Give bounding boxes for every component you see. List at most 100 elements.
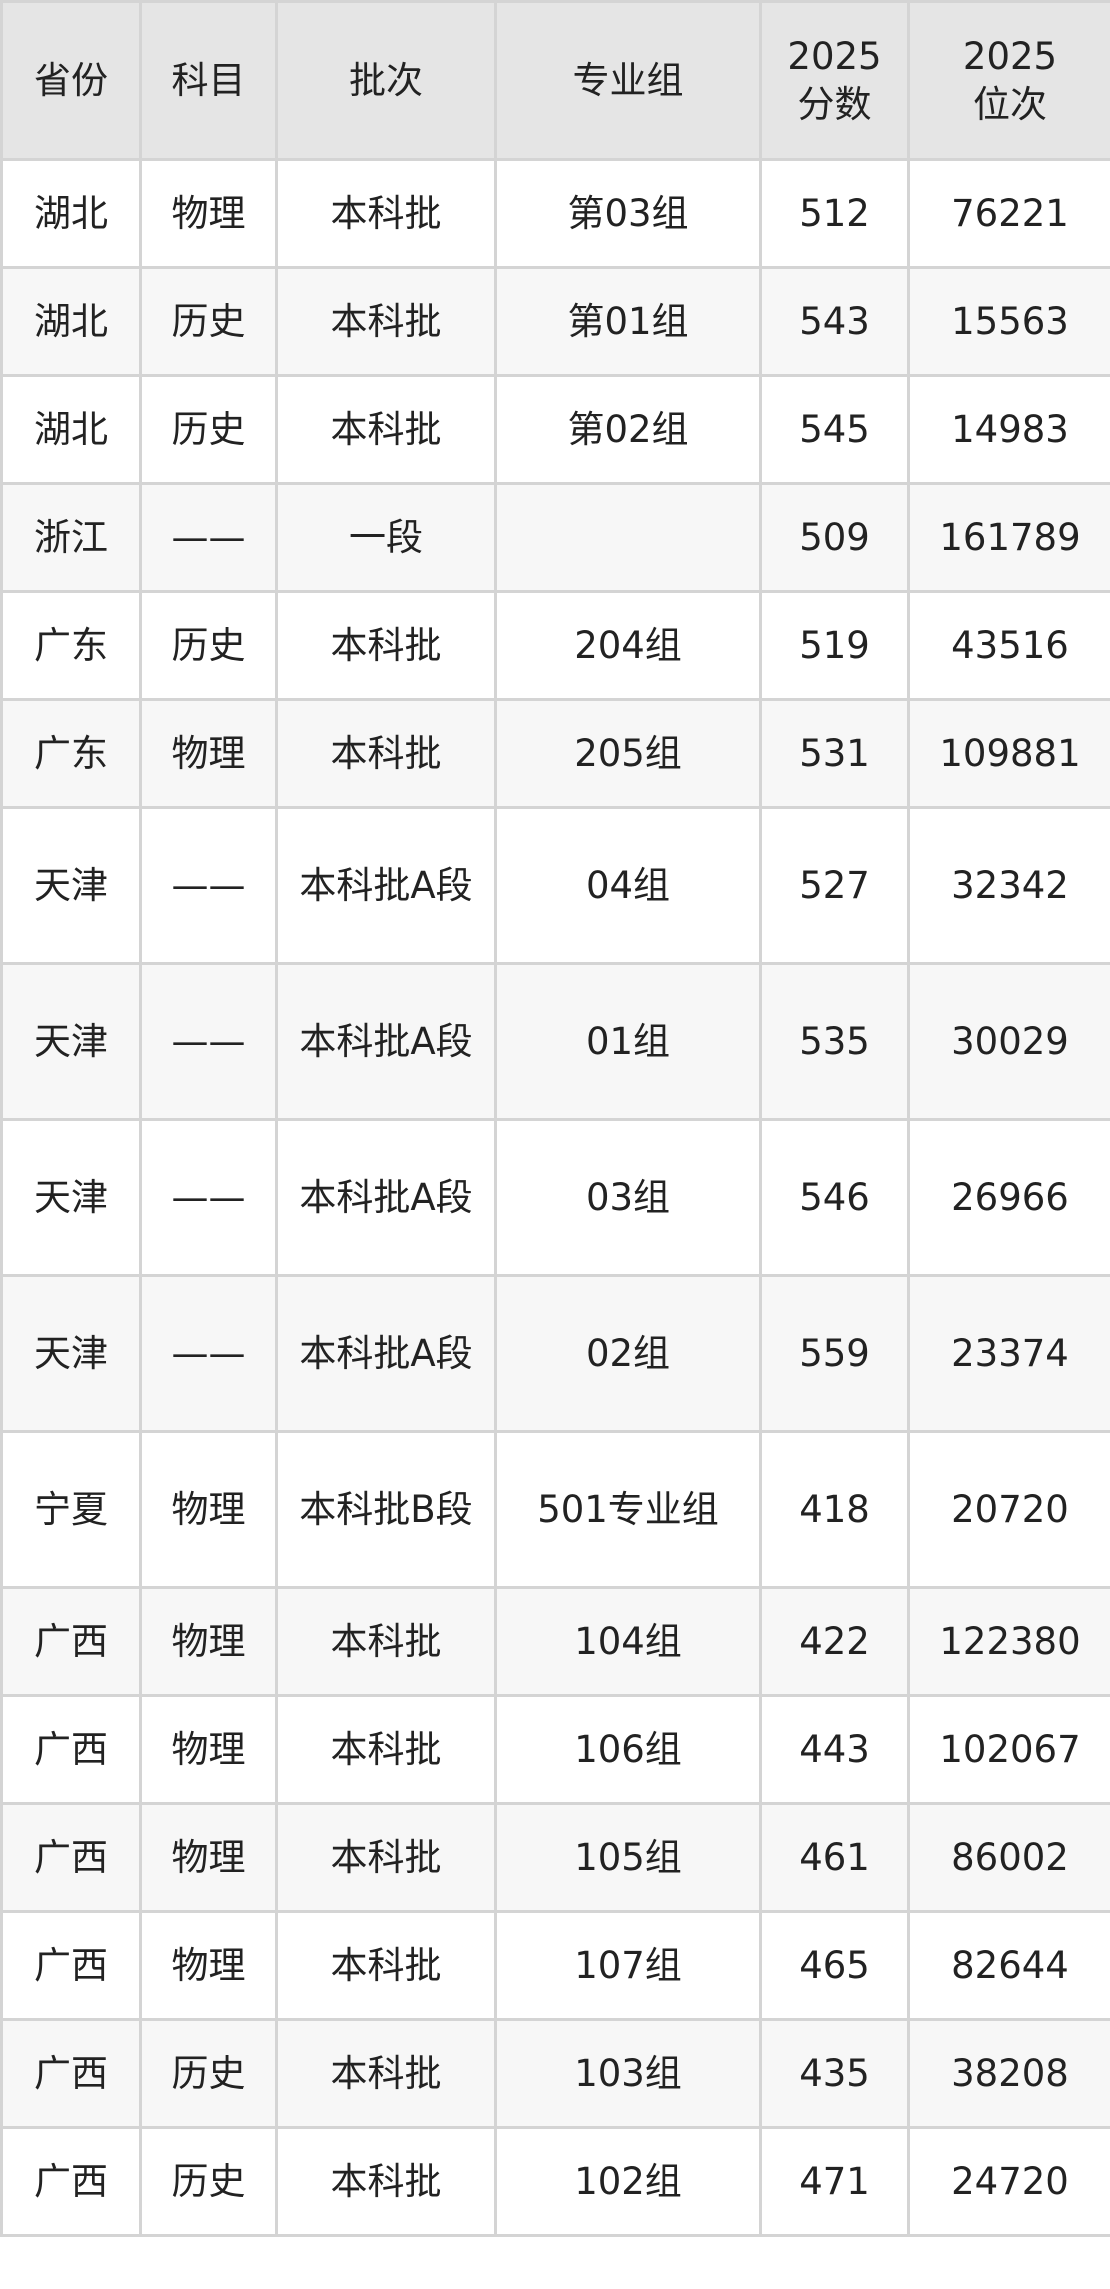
cell-province: 湖北	[0, 374, 142, 485]
cell-score-2025: 435	[759, 2018, 910, 2129]
cell-rank-2025: 20720	[907, 1430, 1110, 1589]
cell-score-2025: 527	[759, 806, 910, 965]
table-row: 天津 —— 本科批A段 04组 527 32342	[0, 806, 1110, 965]
cell-major-group: 103组	[494, 2018, 762, 2129]
cell-score-2025: 443	[759, 1694, 910, 1805]
cell-subject: ——	[139, 1274, 278, 1433]
cell-major-group: 102组	[494, 2126, 762, 2237]
cell-major-group: 第03组	[494, 158, 762, 269]
table-row: 广西 历史 本科批 102组 471 24720	[0, 2126, 1110, 2237]
cell-rank-2025: 23374	[907, 1274, 1110, 1433]
cell-subject: 物理	[139, 158, 278, 269]
cell-score-2025: 543	[759, 266, 910, 377]
cell-subject: 物理	[139, 698, 278, 809]
cell-batch: 本科批A段	[275, 1274, 497, 1433]
cell-major-group: 106组	[494, 1694, 762, 1805]
cell-province: 广西	[0, 2126, 142, 2237]
cell-major-group: 205组	[494, 698, 762, 809]
table-row: 宁夏 物理 本科批B段 501专业组 418 20720	[0, 1430, 1110, 1589]
cell-province: 广西	[0, 1694, 142, 1805]
cell-rank-2025: 26966	[907, 1118, 1110, 1277]
header-province: 省份	[0, 0, 142, 161]
cell-rank-2025: 15563	[907, 266, 1110, 377]
cell-province: 湖北	[0, 158, 142, 269]
cell-score-2025: 422	[759, 1586, 910, 1697]
header-subject: 科目	[139, 0, 278, 161]
cell-batch: 本科批	[275, 266, 497, 377]
table-row: 天津 —— 本科批A段 03组 546 26966	[0, 1118, 1110, 1277]
cell-province: 宁夏	[0, 1430, 142, 1589]
cell-major-group: 104组	[494, 1586, 762, 1697]
cell-province: 天津	[0, 1118, 142, 1277]
table-row: 天津 —— 本科批A段 01组 535 30029	[0, 962, 1110, 1121]
cell-major-group: 105组	[494, 1802, 762, 1913]
cell-score-2025: 531	[759, 698, 910, 809]
cell-rank-2025: 122380	[907, 1586, 1110, 1697]
cell-major-group	[494, 482, 762, 593]
table-row: 浙江 —— 一段 509 161789	[0, 482, 1110, 593]
cell-major-group: 204组	[494, 590, 762, 701]
cell-score-2025: 559	[759, 1274, 910, 1433]
cell-batch: 本科批B段	[275, 1430, 497, 1589]
header-major-group: 专业组	[494, 0, 762, 161]
header-score-2025: 2025 分数	[759, 0, 910, 161]
cell-batch: 本科批	[275, 1586, 497, 1697]
cell-subject: 历史	[139, 266, 278, 377]
cell-subject: 历史	[139, 374, 278, 485]
cell-province: 湖北	[0, 266, 142, 377]
cell-major-group: 01组	[494, 962, 762, 1121]
cell-province: 广东	[0, 698, 142, 809]
table-row: 湖北 历史 本科批 第01组 543 15563	[0, 266, 1110, 377]
header-batch: 批次	[275, 0, 497, 161]
cell-province: 广东	[0, 590, 142, 701]
cell-score-2025: 418	[759, 1430, 910, 1589]
table-row: 广东 物理 本科批 205组 531 109881	[0, 698, 1110, 809]
cell-rank-2025: 38208	[907, 2018, 1110, 2129]
table-row: 广西 物理 本科批 106组 443 102067	[0, 1694, 1110, 1805]
cell-batch: 本科批	[275, 1910, 497, 2021]
cell-subject: 物理	[139, 1586, 278, 1697]
cell-batch: 一段	[275, 482, 497, 593]
cell-score-2025: 465	[759, 1910, 910, 2021]
cell-subject: ——	[139, 962, 278, 1121]
cell-subject: ——	[139, 1118, 278, 1277]
cell-rank-2025: 102067	[907, 1694, 1110, 1805]
header-rank-2025: 2025 位次	[907, 0, 1110, 161]
cell-rank-2025: 82644	[907, 1910, 1110, 2021]
cell-major-group: 501专业组	[494, 1430, 762, 1589]
cell-score-2025: 546	[759, 1118, 910, 1277]
cell-rank-2025: 32342	[907, 806, 1110, 965]
cell-subject: 物理	[139, 1430, 278, 1589]
cell-subject: ——	[139, 482, 278, 593]
cell-batch: 本科批	[275, 2126, 497, 2237]
cell-subject: 物理	[139, 1910, 278, 2021]
cell-major-group: 第01组	[494, 266, 762, 377]
score-table: 省份 科目 批次 专业组 2025 分数 2025 位次 湖北 物理 本科批 第03组 512 76…	[0, 0, 1110, 2237]
cell-rank-2025: 109881	[907, 698, 1110, 809]
cell-rank-2025: 161789	[907, 482, 1110, 593]
cell-province: 广西	[0, 1802, 142, 1913]
cell-subject: ——	[139, 806, 278, 965]
cell-batch: 本科批A段	[275, 962, 497, 1121]
cell-batch: 本科批A段	[275, 1118, 497, 1277]
cell-province: 广西	[0, 1910, 142, 2021]
cell-batch: 本科批A段	[275, 806, 497, 965]
table-row: 广西 物理 本科批 105组 461 86002	[0, 1802, 1110, 1913]
cell-province: 广西	[0, 2018, 142, 2129]
cell-major-group: 03组	[494, 1118, 762, 1277]
cell-score-2025: 471	[759, 2126, 910, 2237]
table-row: 广西 历史 本科批 103组 435 38208	[0, 2018, 1110, 2129]
table-row: 广西 物理 本科批 107组 465 82644	[0, 1910, 1110, 2021]
cell-province: 广西	[0, 1586, 142, 1697]
table-row: 广西 物理 本科批 104组 422 122380	[0, 1586, 1110, 1697]
cell-batch: 本科批	[275, 374, 497, 485]
cell-score-2025: 509	[759, 482, 910, 593]
cell-subject: 历史	[139, 590, 278, 701]
table-row: 广东 历史 本科批 204组 519 43516	[0, 590, 1110, 701]
cell-major-group: 第02组	[494, 374, 762, 485]
cell-major-group: 04组	[494, 806, 762, 965]
table-row: 湖北 物理 本科批 第03组 512 76221	[0, 158, 1110, 269]
cell-score-2025: 461	[759, 1802, 910, 1913]
cell-subject: 历史	[139, 2018, 278, 2129]
cell-batch: 本科批	[275, 1694, 497, 1805]
